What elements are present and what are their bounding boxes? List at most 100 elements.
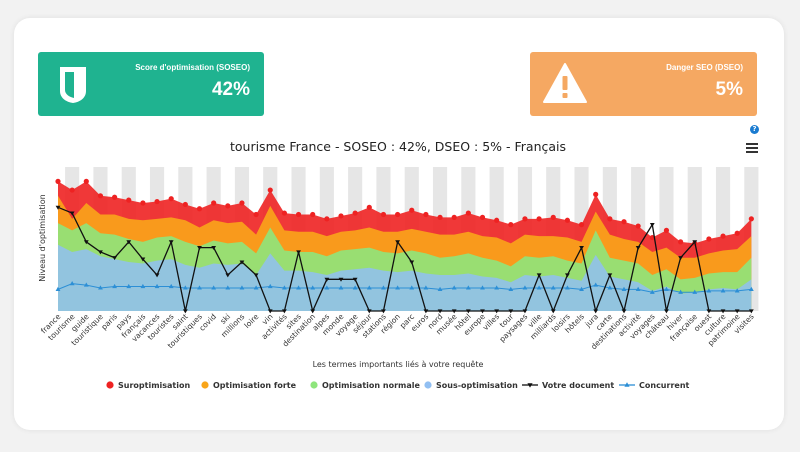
suroptimisation-point <box>465 210 471 216</box>
competitor-point <box>83 282 89 287</box>
suroptimisation-point <box>196 206 203 212</box>
document-point <box>126 240 132 245</box>
legend-marker <box>527 383 533 388</box>
suroptimisation-point <box>663 227 670 233</box>
competitor-point <box>352 285 358 290</box>
competitor-point <box>126 283 132 289</box>
soseo-title: Score d'optimisation (SOSEO) <box>135 63 250 72</box>
chart-menu-icon[interactable] <box>746 143 758 153</box>
suroptimisation-point <box>338 213 344 219</box>
competitor-point <box>508 286 514 291</box>
document-point <box>282 309 287 314</box>
suroptimisation-point <box>69 187 75 193</box>
suroptimisation-point <box>409 207 415 213</box>
competitor-point <box>409 285 415 290</box>
suroptimisation-point <box>678 239 684 245</box>
dseo-value: 5% <box>715 79 743 100</box>
competitor-point <box>437 286 443 291</box>
competitor-point <box>282 285 287 290</box>
competitor-point <box>565 285 570 290</box>
document-point <box>409 260 415 265</box>
legend-item: Concurrent <box>619 381 690 390</box>
document-point <box>225 273 231 278</box>
competitor-point <box>465 285 471 290</box>
document-point <box>593 309 599 314</box>
suroptimisation-point <box>564 217 571 223</box>
document-point <box>635 246 641 251</box>
competitor-point <box>593 282 599 287</box>
competitor-point <box>550 285 556 290</box>
document-point <box>536 273 542 278</box>
competitor-point <box>480 285 485 290</box>
competitor-point <box>168 283 174 289</box>
competitor-point <box>154 283 160 289</box>
legend-item: Optimisation forte <box>201 381 297 390</box>
suroptimisation-point <box>607 216 613 222</box>
help-icon[interactable]: ? <box>750 125 759 134</box>
document-point <box>168 240 174 245</box>
legend-label: Votre document <box>542 381 614 390</box>
document-point <box>720 309 726 314</box>
competitor-point <box>621 286 627 291</box>
document-point <box>508 309 514 314</box>
suroptimisation-point <box>366 204 372 210</box>
document-point <box>706 309 712 314</box>
document-point <box>395 240 400 245</box>
suroptimisation-point <box>508 222 514 228</box>
competitor-point <box>338 285 344 290</box>
suroptimisation-point <box>380 211 387 218</box>
suroptimisation-point <box>281 210 287 216</box>
document-point <box>381 309 386 314</box>
competitor-point <box>692 289 698 294</box>
soseo-card: Score d'optimisation (SOSEO) 42% <box>38 52 264 116</box>
suroptimisation-point <box>423 211 429 218</box>
document-point <box>253 273 259 278</box>
competitor-point <box>734 288 740 293</box>
document-point <box>55 205 61 210</box>
suroptimisation-point <box>578 222 585 228</box>
legend-label: Optimisation forte <box>213 381 297 390</box>
document-point <box>692 240 698 245</box>
document-point <box>734 309 740 314</box>
document-point <box>451 309 457 314</box>
suroptimisation-point <box>593 191 599 197</box>
dseo-card: Danger SEO (DSEO) 5% <box>530 52 757 116</box>
document-point <box>197 246 202 251</box>
suroptimisation-point <box>494 217 500 223</box>
document-point <box>296 250 301 255</box>
competitor-point <box>253 285 259 290</box>
document-point <box>239 260 245 265</box>
document-point <box>494 309 500 314</box>
competitor-point <box>579 286 584 291</box>
chart-title: tourisme France - SOSEO : 42%, DSEO : 5%… <box>230 139 566 154</box>
document-point <box>140 257 146 262</box>
document-point <box>748 309 754 314</box>
suroptimisation-point <box>706 236 712 242</box>
document-point <box>621 309 627 314</box>
document-point <box>480 309 485 314</box>
dseo-title: Danger SEO (DSEO) <box>666 63 743 72</box>
competitor-point <box>395 285 400 290</box>
competitor-point <box>451 285 457 290</box>
competitor-point <box>182 285 188 290</box>
document-point <box>579 246 584 251</box>
document-point <box>112 256 117 261</box>
competitor-point <box>366 285 372 290</box>
suroptimisation-point <box>154 198 160 205</box>
competitor-point <box>211 285 217 290</box>
competitor-point <box>98 285 103 290</box>
competitor-point <box>748 286 754 291</box>
legend-marker <box>201 381 209 389</box>
suroptimisation-point <box>310 211 316 218</box>
y-axis-title: Niveau d'optimisation <box>38 194 47 281</box>
warning-icon <box>543 63 587 103</box>
suroptimisation-point <box>522 216 528 222</box>
document-point <box>550 309 556 314</box>
x-axis-title: Les termes importants liés à votre requê… <box>313 359 484 369</box>
suroptimisation-point <box>267 187 273 193</box>
competitor-point <box>720 288 726 293</box>
document-point <box>565 273 570 278</box>
shield-icon <box>60 67 86 103</box>
document-point <box>324 277 330 282</box>
document-point <box>182 309 188 314</box>
